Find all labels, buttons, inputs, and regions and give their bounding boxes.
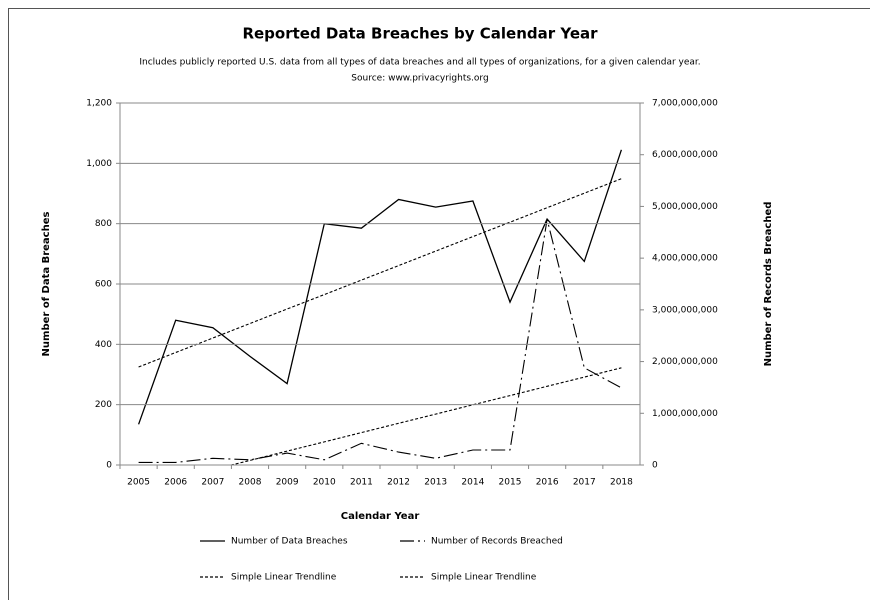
y-tick-label: 200 [95, 400, 112, 410]
y-tick-label: 400 [95, 340, 112, 350]
y2-tick-label: 6,000,000,000 [652, 150, 718, 160]
y2-tick-label: 3,000,000,000 [652, 305, 718, 315]
y2-tick-label: 4,000,000,000 [652, 254, 718, 264]
series-line [138, 178, 622, 368]
x-tick-label: 2009 [276, 478, 299, 488]
legend-label: Simple Linear Trendline [431, 573, 537, 583]
x-tick-label: 2017 [573, 478, 596, 488]
y2-tick-label: 0 [652, 461, 658, 471]
series-line [137, 149, 623, 425]
x-tick-label: 2015 [499, 478, 522, 488]
series-line [138, 219, 622, 463]
plot-lines [137, 149, 623, 465]
y-axis-label: Number of Data Breaches [41, 212, 52, 357]
x-tick-label: 2007 [201, 478, 224, 488]
y-tick-label: 0 [106, 461, 112, 471]
chart-subtitle: Includes publicly reported U.S. data fro… [139, 58, 700, 68]
x-tick-label: 2014 [461, 478, 484, 488]
chart-title: Reported Data Breaches by Calendar Year [242, 25, 598, 43]
x-tick-label: 2012 [387, 478, 410, 488]
y2-tick-label: 2,000,000,000 [652, 357, 718, 367]
legend-label: Number of Records Breached [431, 537, 563, 547]
chart-source: Source: www.privacyrights.org [351, 74, 488, 84]
y2-axis-label: Number of Records Breached [763, 202, 774, 367]
x-tick-label: 2016 [536, 478, 559, 488]
y2-tick-label: 1,000,000,000 [652, 409, 718, 419]
x-tick-label: 2011 [350, 478, 373, 488]
y-tick-label: 600 [95, 280, 112, 290]
series-line [229, 367, 622, 465]
x-tick-label: 2018 [610, 478, 633, 488]
legend-label: Simple Linear Trendline [231, 573, 337, 583]
x-axis-label: Calendar Year [341, 511, 420, 522]
y-tick-label: 1,200 [86, 99, 112, 109]
x-tick-label: 2013 [424, 478, 447, 488]
chart-frame [8, 8, 870, 600]
y2-tick-label: 5,000,000,000 [652, 202, 718, 212]
x-tick-label: 2010 [313, 478, 336, 488]
y2-tick-label: 7,000,000,000 [652, 99, 718, 109]
x-tick-label: 2005 [127, 478, 150, 488]
legend-label: Number of Data Breaches [231, 537, 348, 547]
x-tick-label: 2006 [164, 478, 187, 488]
x-tick-label: 2008 [239, 478, 262, 488]
y-tick-label: 800 [95, 219, 112, 229]
y-tick-label: 1,000 [86, 159, 112, 169]
